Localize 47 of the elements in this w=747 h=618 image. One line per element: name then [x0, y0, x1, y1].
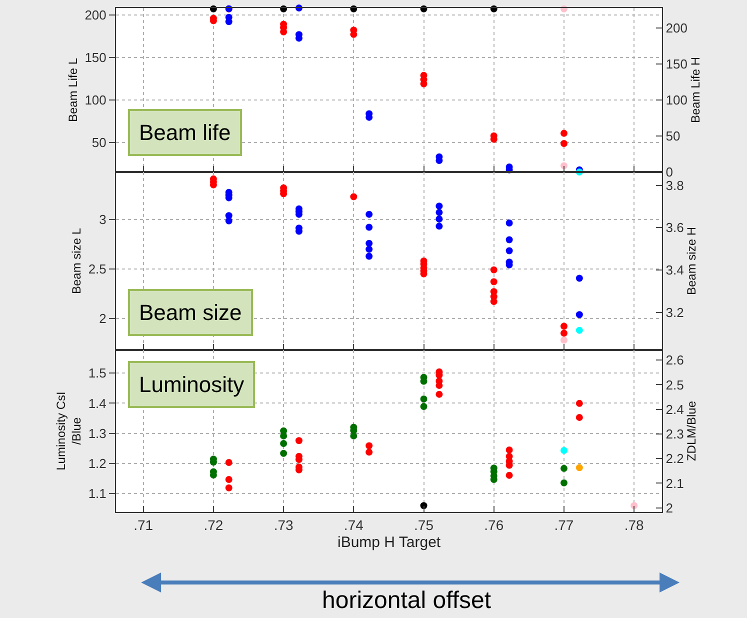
annotation: Beam life: [139, 120, 231, 145]
y2-tick-label: 2.3: [666, 426, 684, 442]
text: horizontal offset: [322, 587, 492, 614]
x-tick-label: .71: [134, 516, 154, 533]
y-tick-label: 1.3: [88, 426, 106, 441]
y2-tick-label: 0: [666, 164, 673, 180]
y-axis-title: Luminosity CsI /Blue: [54, 392, 84, 470]
y2-tick-label: 100: [666, 92, 688, 108]
y-axis-title: Beam Life L: [66, 58, 80, 122]
x-tick-label: .78: [624, 516, 644, 533]
y2-tick-label: 2: [666, 500, 673, 516]
x-tick-label: .77: [554, 516, 574, 533]
y2-axis-title: Beam size H: [684, 226, 699, 296]
y-tick-label: 1.2: [88, 456, 106, 471]
annotation: Beam size: [139, 300, 242, 325]
x-axis-title: iBump H Target: [338, 534, 442, 551]
y2-tick-label: 3.4: [666, 262, 684, 278]
x-tick-label: .73: [274, 516, 294, 533]
y2-tick-label: 3.8: [666, 178, 684, 193]
y2-tick-label: 2.2: [666, 451, 684, 466]
y-tick-label: 2.5: [88, 261, 106, 276]
y-tick-label: 100: [84, 92, 106, 108]
annotation: Luminosity: [139, 372, 244, 397]
y2-axis-title: Beam Life H: [688, 56, 702, 124]
y-tick-label: 3: [99, 212, 106, 228]
x-tick-label: .72: [204, 516, 224, 533]
y-tick-label: 1.1: [88, 486, 106, 501]
y2-tick-label: 3.6: [666, 220, 684, 236]
y2-tick-label: 2.4: [666, 402, 684, 417]
y-tick-label: 1.5: [88, 366, 106, 381]
y2-tick-label: 2.5: [666, 377, 684, 392]
y2-tick-label: 2.1: [666, 476, 684, 491]
y2-tick-label: 2.6: [666, 352, 684, 368]
y-axis-title: Beam size L: [70, 228, 84, 294]
y2-tick-label: 200: [666, 20, 688, 36]
x-tick-label: .76: [484, 516, 504, 533]
y-tick-label: 200: [84, 7, 106, 22]
x-tick-label: .75: [414, 516, 434, 533]
y2-tick-label: 50: [666, 128, 680, 144]
y-tick-label: 2: [99, 310, 106, 326]
y2-tick-label: 150: [666, 56, 688, 72]
y-tick-label: 50: [92, 135, 106, 150]
y2-tick-label: 3.2: [666, 304, 684, 320]
y-tick-label: 150: [84, 50, 106, 65]
y2-axis-title: ZDLM/Blue: [684, 400, 699, 462]
y-tick-label: 1.4: [88, 396, 106, 411]
x-tick-label: .74: [344, 516, 364, 533]
